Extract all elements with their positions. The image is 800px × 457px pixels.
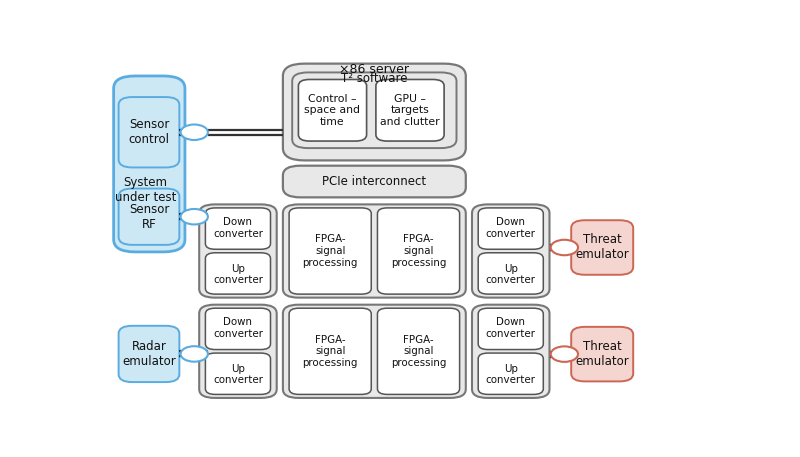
Circle shape (181, 346, 208, 361)
FancyBboxPatch shape (472, 204, 550, 298)
FancyBboxPatch shape (378, 208, 459, 294)
Text: Up
converter: Up converter (486, 364, 536, 385)
Text: Up
converter: Up converter (486, 264, 536, 285)
Text: Control –
space and
time: Control – space and time (305, 94, 361, 127)
Text: FPGA-
signal
processing: FPGA- signal processing (302, 335, 358, 368)
FancyBboxPatch shape (114, 76, 185, 252)
Circle shape (550, 346, 578, 362)
FancyBboxPatch shape (118, 189, 179, 245)
FancyBboxPatch shape (118, 326, 179, 382)
Text: T² software: T² software (341, 72, 408, 85)
FancyBboxPatch shape (472, 305, 550, 398)
Text: FPGA-
signal
processing: FPGA- signal processing (391, 234, 446, 268)
Text: GPU –
targets
and clutter: GPU – targets and clutter (380, 94, 440, 127)
Text: Up
converter: Up converter (213, 264, 263, 285)
FancyBboxPatch shape (478, 253, 543, 294)
FancyBboxPatch shape (206, 353, 270, 394)
FancyBboxPatch shape (571, 220, 634, 275)
Text: ×86 server: ×86 server (339, 64, 410, 76)
Text: PCIe interconnect: PCIe interconnect (322, 175, 426, 188)
FancyBboxPatch shape (376, 80, 444, 141)
FancyBboxPatch shape (199, 305, 277, 398)
FancyBboxPatch shape (289, 208, 371, 294)
Text: Sensor
control: Sensor control (129, 118, 170, 146)
FancyBboxPatch shape (283, 204, 466, 298)
Circle shape (181, 209, 208, 224)
Text: FPGA-
signal
processing: FPGA- signal processing (302, 234, 358, 268)
Text: Threat
emulator: Threat emulator (575, 234, 629, 261)
Text: System
under test: System under test (114, 176, 176, 204)
FancyBboxPatch shape (571, 327, 634, 382)
Text: Down
converter: Down converter (486, 217, 536, 239)
FancyBboxPatch shape (283, 305, 466, 398)
FancyBboxPatch shape (292, 73, 457, 148)
Text: Up
converter: Up converter (213, 364, 263, 385)
FancyBboxPatch shape (283, 64, 466, 160)
Text: FPGA-
signal
processing: FPGA- signal processing (391, 335, 446, 368)
Text: Down
converter: Down converter (213, 217, 263, 239)
FancyBboxPatch shape (199, 204, 277, 298)
Text: Down
converter: Down converter (213, 317, 263, 339)
FancyBboxPatch shape (283, 166, 466, 197)
FancyBboxPatch shape (378, 308, 459, 394)
Text: Sensor
RF: Sensor RF (129, 203, 169, 231)
FancyBboxPatch shape (118, 97, 179, 167)
Circle shape (181, 124, 208, 140)
Text: Down
converter: Down converter (486, 317, 536, 339)
FancyBboxPatch shape (298, 80, 366, 141)
Circle shape (550, 240, 578, 255)
Text: Threat
emulator: Threat emulator (575, 340, 629, 368)
Text: Radar
emulator: Radar emulator (122, 340, 176, 368)
FancyBboxPatch shape (206, 308, 270, 350)
FancyBboxPatch shape (206, 253, 270, 294)
FancyBboxPatch shape (289, 308, 371, 394)
FancyBboxPatch shape (478, 353, 543, 394)
FancyBboxPatch shape (478, 208, 543, 249)
FancyBboxPatch shape (478, 308, 543, 350)
FancyBboxPatch shape (206, 208, 270, 249)
